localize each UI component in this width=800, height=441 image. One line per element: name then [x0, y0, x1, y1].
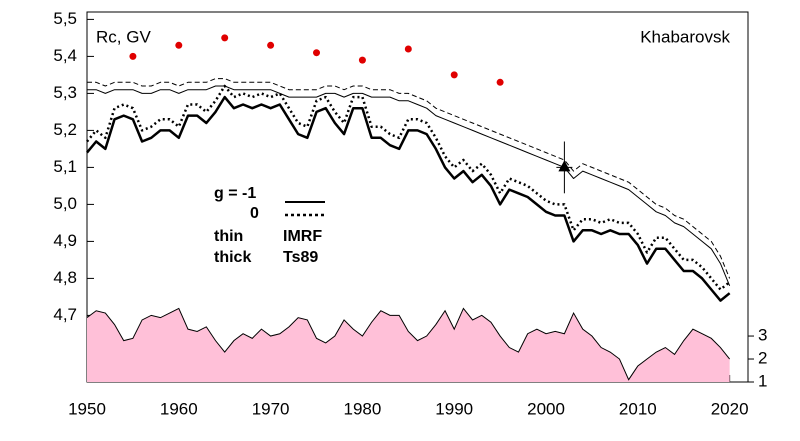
- y-axis-label: Rc, GV: [96, 27, 151, 46]
- x-tick-label: 1950: [68, 399, 106, 418]
- legend-text: thin: [214, 228, 243, 245]
- station-label: Khabarovsk: [640, 27, 730, 46]
- point: [496, 78, 504, 86]
- point: [313, 49, 321, 57]
- x-tick-label: 2010: [619, 399, 657, 418]
- point: [404, 45, 412, 53]
- kp-outline: [86, 307, 731, 381]
- point: [450, 71, 458, 79]
- measurement: [558, 160, 571, 172]
- legend-text: IMRF: [283, 228, 322, 245]
- series-line: [86, 84, 731, 291]
- x-tick-label: 1960: [160, 399, 198, 418]
- y2-tick-label: 1: [758, 371, 767, 390]
- y2-tick-label: 3: [758, 326, 767, 345]
- series-line: [86, 95, 731, 302]
- series-line: [87, 78, 731, 279]
- y-tick-label: 5,4: [53, 46, 77, 65]
- x-tick-label: 2020: [711, 399, 749, 418]
- x-tick-label: 1990: [435, 399, 473, 418]
- y-tick-label: 5,1: [53, 157, 77, 176]
- y-tick-label: 4,7: [53, 305, 77, 324]
- series-line: [87, 85, 731, 286]
- y2-tick-label: 2: [758, 349, 767, 368]
- y-tick-label: 4,9: [53, 231, 77, 250]
- point: [221, 34, 229, 42]
- legend-text: Ts89: [283, 249, 318, 266]
- legend: g = -1 0 thin IMRF thick Ts89: [214, 185, 325, 266]
- point: [129, 52, 137, 60]
- y-tick-label: 5,0: [53, 194, 77, 213]
- y-tick-label: 4,8: [53, 268, 77, 287]
- legend-text: thick: [214, 249, 251, 266]
- y-tick-label: 5,3: [53, 83, 77, 102]
- legend-text: 0: [250, 205, 259, 222]
- x-tick-label: 1980: [344, 399, 382, 418]
- legend-text: g = -1: [214, 185, 256, 202]
- x-tick-label: 1970: [252, 399, 290, 418]
- kp-area: [87, 308, 730, 382]
- y-tick-label: 5,5: [53, 9, 77, 28]
- point: [175, 41, 183, 49]
- x-tick-label: 2000: [527, 399, 565, 418]
- y-tick-label: 5,2: [53, 120, 77, 139]
- point: [267, 41, 275, 49]
- point: [358, 56, 366, 64]
